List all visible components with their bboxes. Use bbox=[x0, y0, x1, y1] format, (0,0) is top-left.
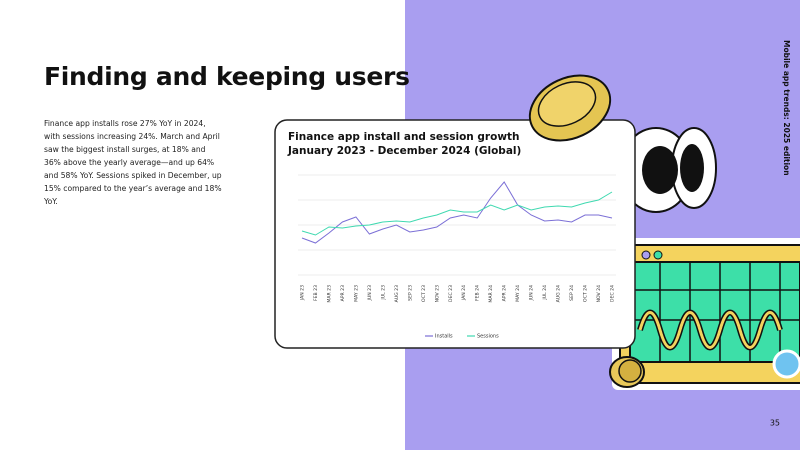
x-tick-label: MAY 24 bbox=[515, 285, 521, 302]
x-tick-label: SEP 24 bbox=[569, 285, 575, 301]
x-tick-label: JAN 24 bbox=[461, 285, 467, 301]
x-tick-label: OCT 23 bbox=[421, 285, 427, 302]
legend-label: Installs bbox=[435, 334, 453, 340]
x-tick-label: FEB 23 bbox=[313, 285, 319, 301]
x-tick-label: AUG 23 bbox=[394, 285, 400, 302]
x-tick-label: MAR 24 bbox=[488, 285, 494, 303]
x-tick-label: FEB 24 bbox=[475, 285, 481, 301]
monitor-illustration bbox=[609, 238, 800, 390]
legend-label: Sessions bbox=[477, 334, 499, 340]
series-line bbox=[301, 181, 613, 244]
x-tick-label: JUN 23 bbox=[367, 285, 373, 302]
coin-illustration bbox=[528, 74, 612, 142]
x-tick-label: APR 23 bbox=[340, 285, 346, 301]
plot: JAN 23 FEB 23 MAR 23 APR 23 MAY 23 JUN 23 JUL … bbox=[298, 174, 616, 340]
series-line bbox=[301, 191, 613, 236]
chart-card bbox=[274, 119, 636, 349]
x-tick-label: SEP 23 bbox=[407, 285, 413, 301]
x-tick-label: OCT 24 bbox=[583, 285, 589, 302]
x-tick-label: DEC 23 bbox=[448, 285, 454, 302]
x-tick-label: NOV 24 bbox=[596, 285, 602, 302]
chart-title: Finance app install and session growth bbox=[288, 131, 520, 143]
eyes-illustration bbox=[619, 127, 717, 213]
chart-subtitle: January 2023 - December 2024 (Global) bbox=[287, 145, 521, 157]
x-tick-label: AUG 24 bbox=[556, 285, 562, 302]
x-tick-label: APR 24 bbox=[502, 285, 508, 301]
heading: Finding and keeping users bbox=[44, 62, 410, 91]
x-tick-label: JUL 24 bbox=[542, 285, 548, 301]
x-tick-label: JUN 24 bbox=[529, 285, 535, 302]
x-tick-label: DEC 24 bbox=[610, 285, 616, 302]
side-label: Mobile app trends: 2025 edition bbox=[782, 40, 791, 176]
x-tick-label: MAR 23 bbox=[326, 285, 332, 303]
x-tick-label: NOV 23 bbox=[434, 285, 440, 302]
x-tick-label: JUL 23 bbox=[380, 285, 386, 301]
page-number: 35 bbox=[770, 419, 780, 428]
paragraph: Finance app installs rose 27% YoY in 202… bbox=[44, 119, 222, 206]
x-tick-label: MAY 23 bbox=[353, 285, 359, 302]
x-tick-label: JAN 23 bbox=[300, 285, 306, 301]
